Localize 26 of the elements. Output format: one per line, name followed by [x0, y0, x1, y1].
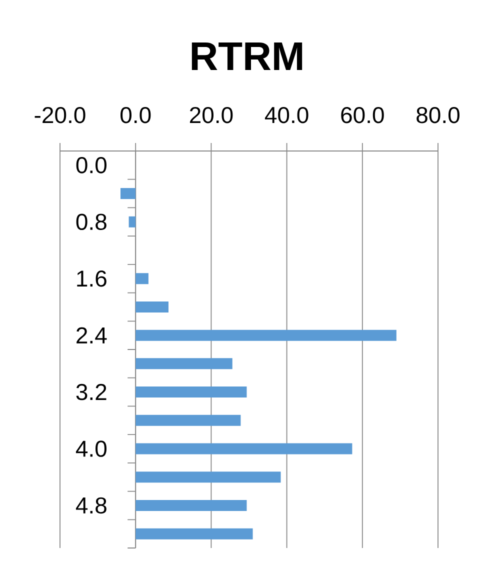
y-tick-label: 4.0 — [76, 440, 106, 457]
chart-title: RTRM — [192, 42, 302, 70]
bar — [128, 216, 136, 228]
bar — [136, 414, 241, 426]
bar — [136, 386, 247, 398]
x-tick-label: 40.0 — [264, 106, 308, 124]
bar — [136, 330, 396, 341]
y-tick-label: 2.4 — [76, 327, 107, 344]
x-tick-label: 80.0 — [416, 106, 460, 124]
x-tick-label: 20.0 — [190, 106, 233, 124]
y-tick-label: 1.6 — [77, 270, 106, 287]
bar — [136, 358, 232, 370]
x-tick-label: 60.0 — [341, 106, 384, 124]
bar — [136, 472, 281, 483]
bar — [136, 528, 253, 540]
y-tick-label: 0.0 — [76, 157, 106, 174]
bar — [120, 188, 136, 200]
y-tick-label: 0.8 — [76, 214, 106, 230]
x-tick-label: 0.0 — [120, 106, 151, 124]
y-tick-label: 3.2 — [76, 384, 106, 400]
bar — [136, 273, 148, 284]
x-tick-label: -20.0 — [34, 106, 86, 124]
y-tick-label: 4.8 — [76, 497, 106, 514]
bar — [136, 500, 247, 511]
bar — [136, 301, 168, 312]
bar — [136, 443, 352, 454]
